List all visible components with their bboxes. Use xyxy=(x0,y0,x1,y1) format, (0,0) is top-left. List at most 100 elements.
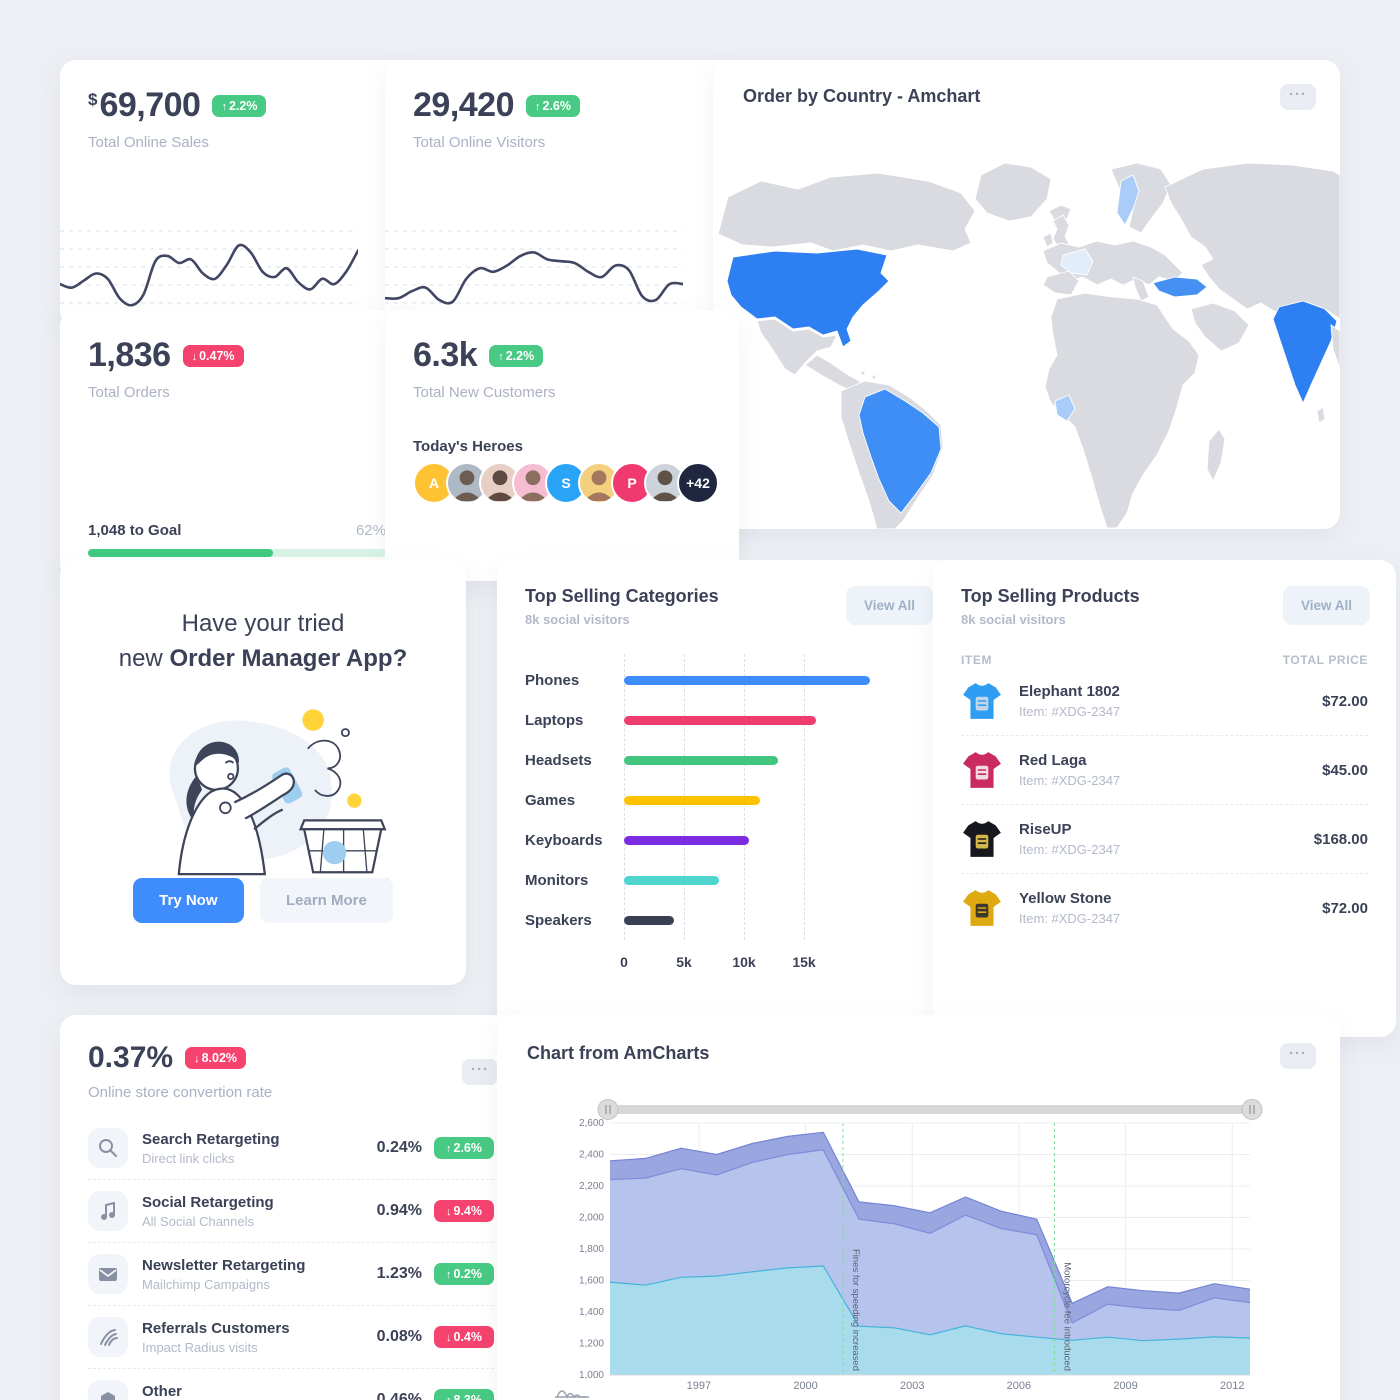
bar-label: Games xyxy=(525,791,576,809)
customers-stat: 6.3k ↑ 2.2% xyxy=(413,336,711,375)
orders-stat: 1,836 ↓ 0.47% xyxy=(88,336,386,375)
products-table-body: Elephant 1802 Item: #XDG-2347 $72.00 Red La… xyxy=(961,667,1368,942)
bar-label: Keyboards xyxy=(525,831,603,849)
conversion-value: 0.37% xyxy=(88,1041,174,1074)
bar-row-speakers: Speakers xyxy=(525,900,931,940)
svg-text:2,000: 2,000 xyxy=(579,1213,604,1224)
product-item-code: Item: #XDG-2347 xyxy=(1019,842,1121,857)
conversion-delta-badge: ↓ 8.02% xyxy=(185,1047,247,1069)
bar-label: Laptops xyxy=(525,711,584,729)
bar-label: Phones xyxy=(525,671,580,689)
card-conversion-rate: 0.37% ↓ 8.02% ··· Online store convertion … xyxy=(60,1015,522,1400)
svg-text:1,000: 1,000 xyxy=(579,1370,604,1381)
blob-icon xyxy=(88,1380,128,1400)
svg-text:1,600: 1,600 xyxy=(579,1276,604,1287)
products-table-header: ITEM TOTAL PRICE xyxy=(961,653,1368,667)
x-tick: 0 xyxy=(620,954,628,970)
bar-phones[interactable] xyxy=(624,675,870,685)
country-iceland[interactable] xyxy=(1048,204,1072,222)
region-africa[interactable] xyxy=(1044,292,1200,529)
country-ivory_coast[interactable] xyxy=(1054,394,1076,422)
country-greenland[interactable] xyxy=(974,162,1052,222)
product-row[interactable]: Elephant 1802 Item: #XDG-2347 $72.00 xyxy=(961,667,1368,735)
bar-speakers[interactable] xyxy=(624,915,675,925)
product-row[interactable]: Yellow Stone Item: #XDG-2347 $72.00 xyxy=(961,873,1368,942)
country-france[interactable] xyxy=(1060,248,1094,276)
goal-label: 1,048 to Goal xyxy=(88,522,182,539)
products-subtitle: 8k social visitors xyxy=(961,612,1066,627)
map-menu-button[interactable]: ··· xyxy=(1280,84,1316,110)
col-item: ITEM xyxy=(961,653,993,667)
product-row[interactable]: Red Laga Item: #XDG-2347 $45.00 xyxy=(961,735,1368,804)
bar-monitors[interactable] xyxy=(624,875,719,885)
amcharts-menu-button[interactable]: ··· xyxy=(1280,1043,1316,1069)
search-icon xyxy=(88,1128,128,1168)
amcharts-area-chart[interactable]: 1,000 1,200 1,400 1,600 1,800 2,000 2,200 2,400… xyxy=(497,1099,1340,1400)
country-madagascar[interactable] xyxy=(1206,428,1226,483)
card-total-new-customers: 6.3k ↑ 2.2% Total New Customers Today's He… xyxy=(385,310,739,581)
country-brazil[interactable] xyxy=(858,388,942,514)
country-turkey[interactable] xyxy=(1152,276,1208,298)
bar-laptops[interactable] xyxy=(624,715,816,725)
feather-icon xyxy=(88,1317,128,1357)
svg-text:1,200: 1,200 xyxy=(579,1339,604,1350)
conversion-row-badge: ↑ 0.2% xyxy=(434,1263,494,1285)
conversion-menu-button[interactable]: ··· xyxy=(462,1059,498,1085)
try-now-button[interactable]: Try Now xyxy=(133,878,244,923)
country-usa[interactable] xyxy=(726,248,890,348)
product-price: $72.00 xyxy=(1322,692,1368,710)
region-arabia[interactable] xyxy=(1190,302,1250,352)
conversion-row-value: 0.46% xyxy=(376,1391,422,1400)
conversion-row-subtitle: Mailchimp Campaigns xyxy=(142,1276,270,1292)
svg-text:2009: 2009 xyxy=(1113,1380,1137,1392)
visitors-stat: 29,420 ↑ 2.6% xyxy=(413,86,711,125)
bar-games[interactable] xyxy=(624,795,760,805)
products-view-all-button[interactable]: View All xyxy=(1282,586,1370,625)
country-italy[interactable] xyxy=(1132,276,1150,302)
product-row[interactable]: RiseUP Item: #XDG-2347 $168.00 xyxy=(961,804,1368,873)
region-asia[interactable] xyxy=(1164,162,1340,320)
tshirt-icon xyxy=(961,887,1003,929)
visitors-delta-badge: ↑ 2.6% xyxy=(526,94,580,117)
heroes-avatars: A S P +42 xyxy=(413,462,719,504)
music-icon xyxy=(88,1191,128,1231)
amcharts-title: Chart from AmCharts xyxy=(527,1043,710,1063)
product-price: $168.00 xyxy=(1313,830,1368,848)
card-total-orders: 1,836 ↓ 0.47% Total Orders 1,048 to Goal 6… xyxy=(60,310,414,581)
region-se-asia[interactable] xyxy=(1330,324,1340,370)
svg-text:2012: 2012 xyxy=(1220,1380,1244,1392)
svg-text:Fines for speeding increased: Fines for speeding increased xyxy=(850,1249,861,1371)
country-india[interactable] xyxy=(1272,300,1338,405)
learn-more-button[interactable]: Learn More xyxy=(259,878,393,923)
conversion-row-value: 0.24% xyxy=(376,1139,422,1156)
categories-subtitle: 8k social visitors xyxy=(525,612,630,627)
country-canada[interactable] xyxy=(717,172,976,252)
conversion-row[interactable]: Social Retargeting All Social Channels 0.9… xyxy=(88,1179,494,1242)
conversion-row-value: 0.94% xyxy=(376,1202,422,1219)
conversion-row[interactable]: OtherMany Sources0.46%↑8.3% xyxy=(88,1368,494,1400)
conversion-row-subtitle: Impact Radius visits xyxy=(142,1339,258,1355)
world-map[interactable] xyxy=(713,159,1340,529)
svg-text:1,400: 1,400 xyxy=(579,1307,604,1318)
categories-title: Top Selling Categories xyxy=(525,586,719,606)
conversion-row[interactable]: Newsletter Retargeting Mailchimp Campaign… xyxy=(88,1242,494,1305)
categories-view-all-button[interactable]: View All xyxy=(845,586,933,625)
currency-symbol: $ xyxy=(88,90,98,109)
avatar-initial[interactable]: +42 xyxy=(677,462,719,504)
tshirt-icon xyxy=(961,749,1003,791)
arrow-up-icon: ↑ xyxy=(221,100,227,113)
island-caribbean xyxy=(871,374,877,380)
product-name: RiseUP xyxy=(1019,821,1072,838)
conversion-row-value: 0.08% xyxy=(376,1328,422,1345)
conversion-row[interactable]: Referrals Customers Impact Radius visits 0… xyxy=(88,1305,494,1368)
bar-keyboards[interactable] xyxy=(624,835,749,845)
country-sweden[interactable] xyxy=(1116,174,1140,226)
product-item-code: Item: #XDG-2347 xyxy=(1019,773,1121,788)
bar-label: Speakers xyxy=(525,911,592,929)
country-mexico[interactable] xyxy=(756,318,838,376)
bar-label: Monitors xyxy=(525,871,589,889)
bar-headsets[interactable] xyxy=(624,755,778,765)
conversion-row[interactable]: Search Retargeting Direct link clicks 0.24… xyxy=(88,1117,494,1179)
x-tick: 15k xyxy=(792,954,816,970)
